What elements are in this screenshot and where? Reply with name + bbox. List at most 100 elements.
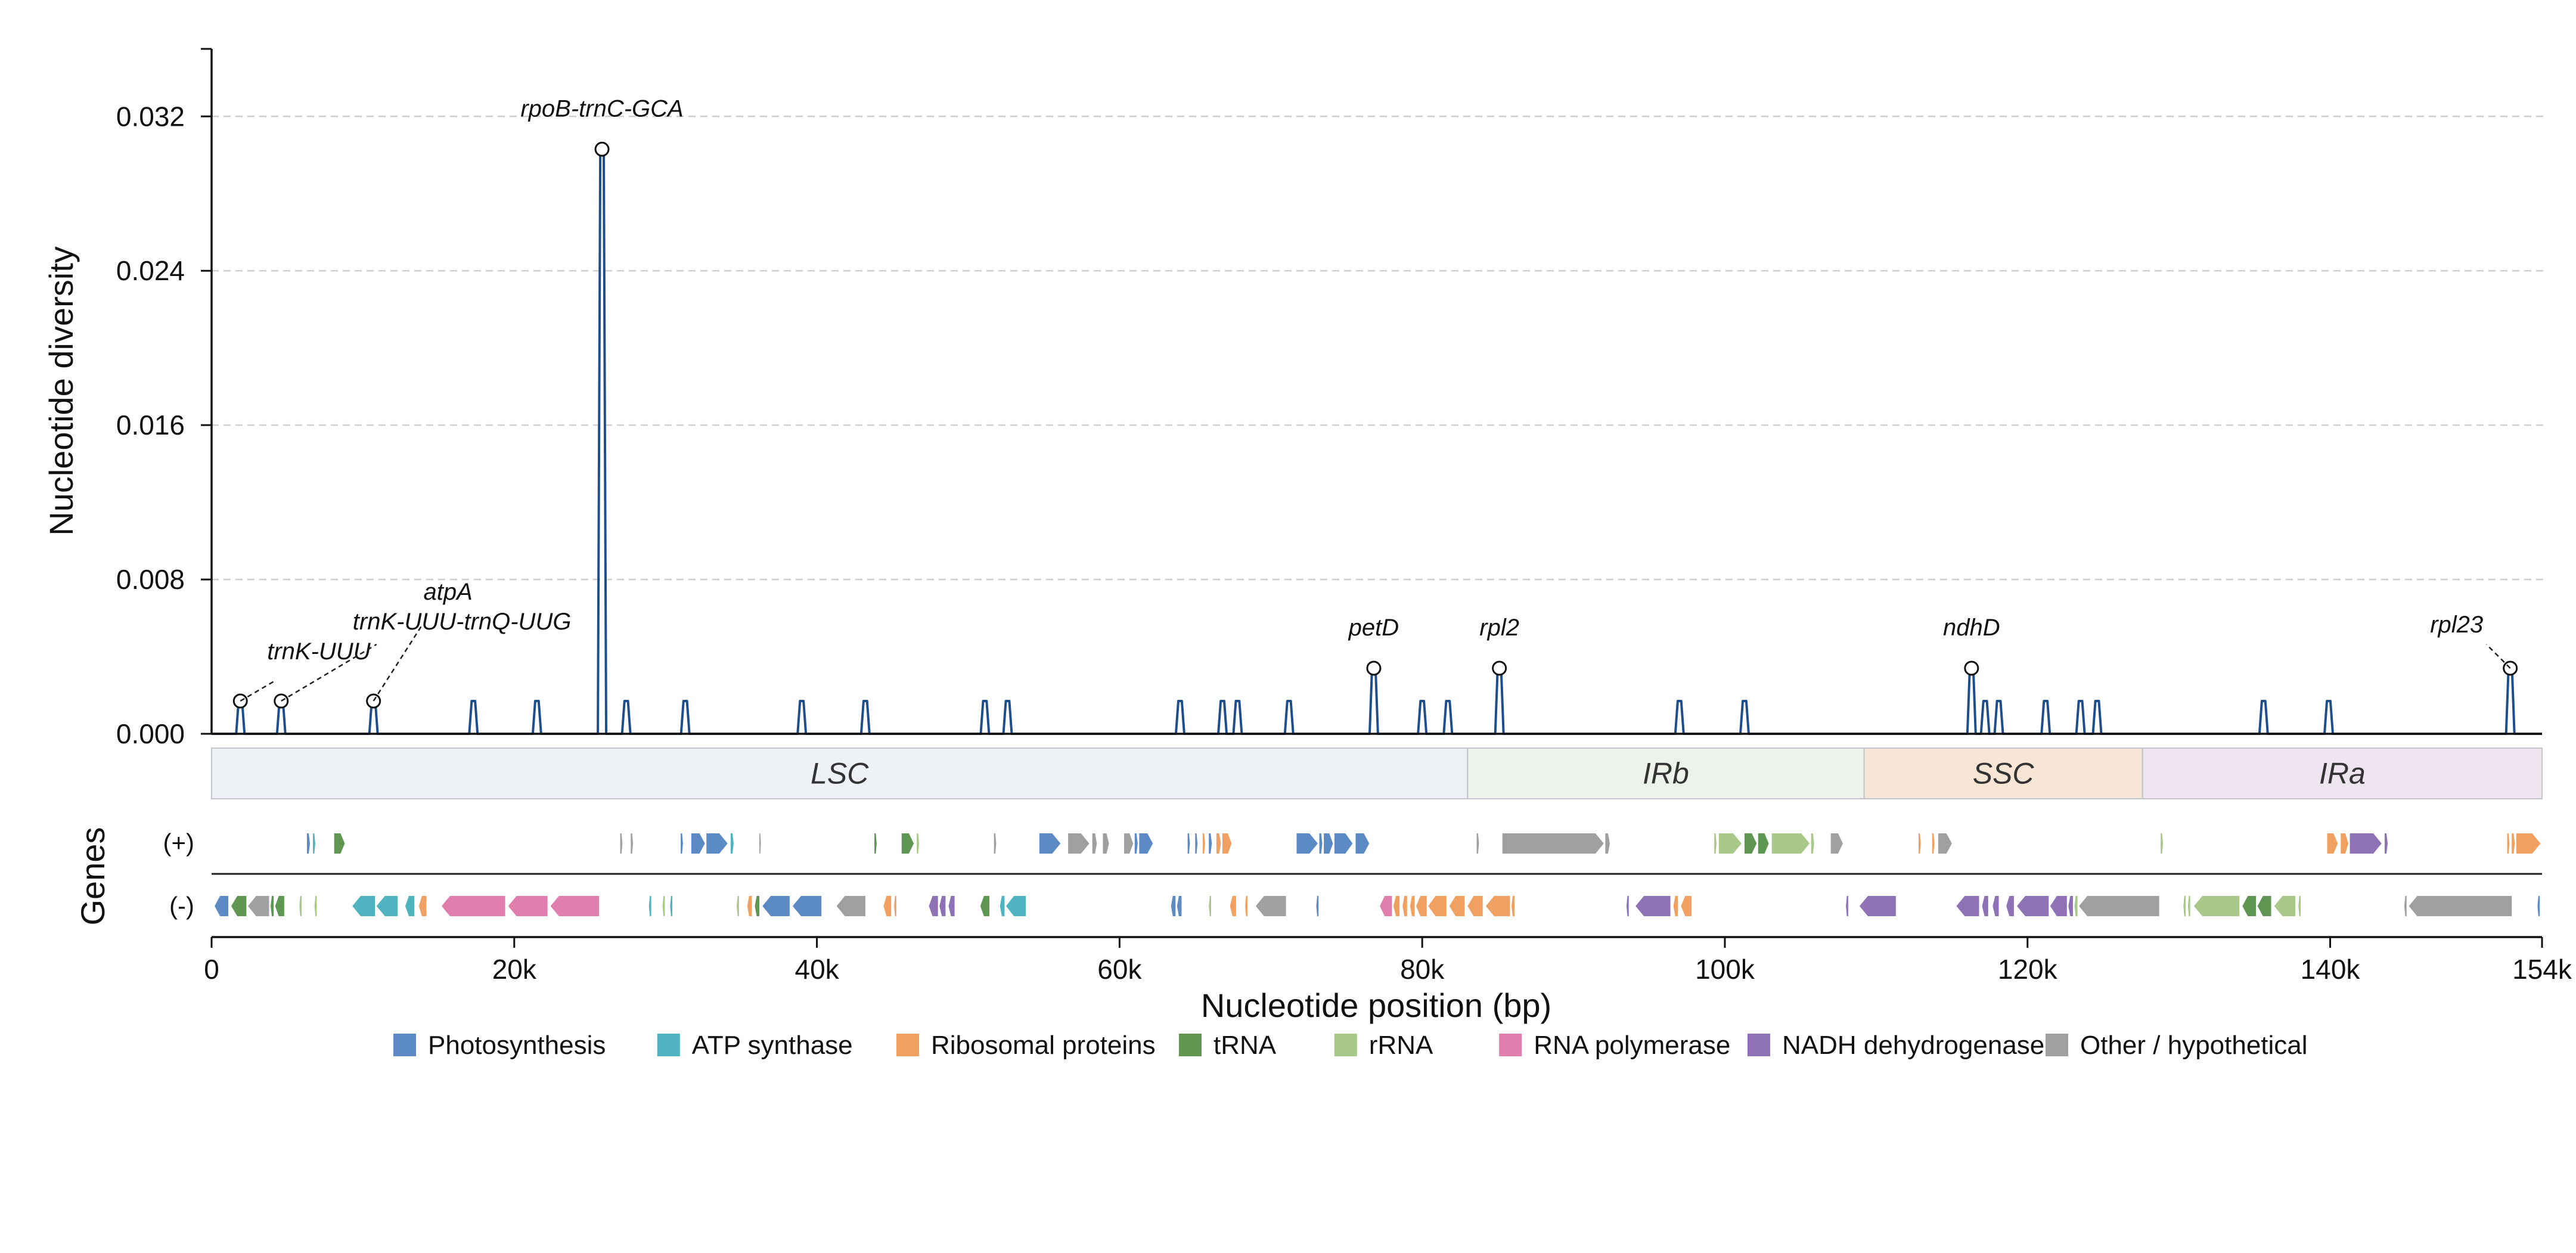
gene-arrow (994, 833, 997, 854)
gene-arrow (1771, 833, 1810, 854)
gene-arrow (620, 833, 623, 854)
legend-label: ATP synthase (692, 1031, 853, 1060)
gene-arrow (2350, 833, 2382, 854)
series-line (212, 148, 2542, 735)
legend-swatch (1499, 1034, 1522, 1056)
gene-arrow (418, 896, 427, 916)
gene-arrow (662, 896, 665, 916)
gene-arrow (508, 896, 548, 916)
peak-marker (1492, 660, 1507, 676)
gene-arrow (2016, 896, 2049, 916)
peak-label: rpl23 (2430, 612, 2483, 638)
gene-arrow (2404, 896, 2407, 916)
x-tick-label: 154k (2512, 954, 2572, 985)
gene-arrow (2516, 833, 2541, 854)
peak-annotations: trnK-UUU trnK-UUU-trnQ-UUG atpA rpoB-trnC-G… (240, 95, 2511, 702)
gene-arrow (1134, 833, 1138, 854)
gene-arrow (759, 833, 761, 854)
gene-arrow (1380, 896, 1392, 916)
annotation-leader (2485, 644, 2511, 669)
gene-arrow (2257, 896, 2271, 916)
gene-arrow (1319, 833, 1323, 854)
gene-arrow (2050, 896, 2067, 916)
gene-arrow (792, 896, 822, 916)
x-tick-label: 100k (1695, 954, 1755, 985)
gene-arrow (1296, 833, 1318, 854)
gene-arrow (2068, 896, 2073, 916)
legend-swatch (1179, 1034, 1202, 1056)
gene-arrow (670, 896, 673, 916)
y-tick-label: 0.016 (116, 410, 185, 441)
gene-arrow (2298, 896, 2301, 916)
gene-arrow (755, 896, 760, 916)
gene-arrow (1982, 896, 1988, 916)
x-tick-label: 40k (794, 954, 839, 985)
gene-arrow (334, 833, 345, 854)
gene-arrow (306, 833, 311, 854)
region-label: LSC (811, 757, 869, 790)
gene-arrow (1605, 833, 1610, 854)
gene-arrow (1744, 833, 1757, 854)
region-label: IRb (1643, 757, 1689, 790)
gene-arrow (1187, 833, 1190, 854)
gene-arrow (313, 833, 315, 854)
strand-plus-label: (+) (163, 829, 195, 857)
gene-arrow (917, 833, 919, 854)
gene-arrow (1830, 833, 1843, 854)
gene-arrow (1626, 896, 1629, 916)
peak-label: rpl2 (1479, 615, 1519, 641)
annotation-leader (240, 679, 277, 702)
gene-arrow (271, 896, 274, 916)
gene-arrow (2341, 833, 2349, 854)
gene-arrow (2384, 833, 2388, 854)
axes (201, 48, 2542, 938)
gene-arrow (299, 896, 302, 916)
gene-arrow (1209, 833, 1212, 854)
legend-swatch (1334, 1034, 1357, 1056)
gene-arrow (1718, 833, 1742, 854)
peak-label: rpoB-trnC-GCA (520, 95, 683, 122)
y-tick-label: 0.032 (116, 101, 185, 132)
gene-arrow (1195, 833, 1198, 854)
gene-arrow (1467, 896, 1483, 916)
region-label: SSC (1973, 757, 2035, 790)
gene-arrow (1402, 896, 1407, 916)
gene-arrow (1938, 833, 1952, 854)
gene-arrow (1410, 896, 1415, 916)
strand-minus-label: (-) (169, 892, 194, 920)
gene-arrow (1485, 896, 1510, 916)
gene-arrow (1103, 833, 1109, 854)
gene-arrow (1068, 833, 1090, 854)
gene-arrow (2537, 896, 2540, 916)
gene-arrow (550, 896, 599, 916)
gene-arrow (1139, 833, 1153, 854)
gene-arrow (631, 833, 634, 854)
diversity-line (212, 148, 2542, 735)
gene-arrow (1918, 833, 1921, 854)
gene-arrow (1230, 896, 1236, 916)
gene-arrow (1681, 896, 1692, 916)
gene-arrow (376, 896, 398, 916)
gene-arrow (247, 896, 269, 916)
gene-arrow (874, 833, 877, 854)
gene-arrow (1758, 833, 1769, 854)
gene-arrow (1476, 833, 1479, 854)
annotation-leader (281, 643, 377, 702)
gene-arrow (730, 833, 734, 854)
gene-arrow (1673, 896, 1678, 916)
gene-arrow (1203, 833, 1205, 854)
gene-arrow (1428, 896, 1447, 916)
legend-label: Photosynthesis (428, 1031, 606, 1060)
legend: Photosynthesis ATP synthase Ribosomal prot… (393, 1031, 2308, 1060)
gene-arrow (1811, 833, 1814, 854)
legend-label: NADH dehydrogenase (1782, 1031, 2044, 1060)
peak-marker (594, 141, 610, 157)
gene-arrow (231, 896, 247, 916)
gene-arrow (441, 896, 505, 916)
gene-arrow (2409, 896, 2512, 916)
gene-arrow (939, 896, 946, 916)
x-tick-label: 60k (1097, 954, 1142, 985)
gene-arrow (1714, 833, 1717, 854)
x-tick-label: 0 (204, 954, 219, 985)
gene-arrow (2161, 833, 2163, 854)
